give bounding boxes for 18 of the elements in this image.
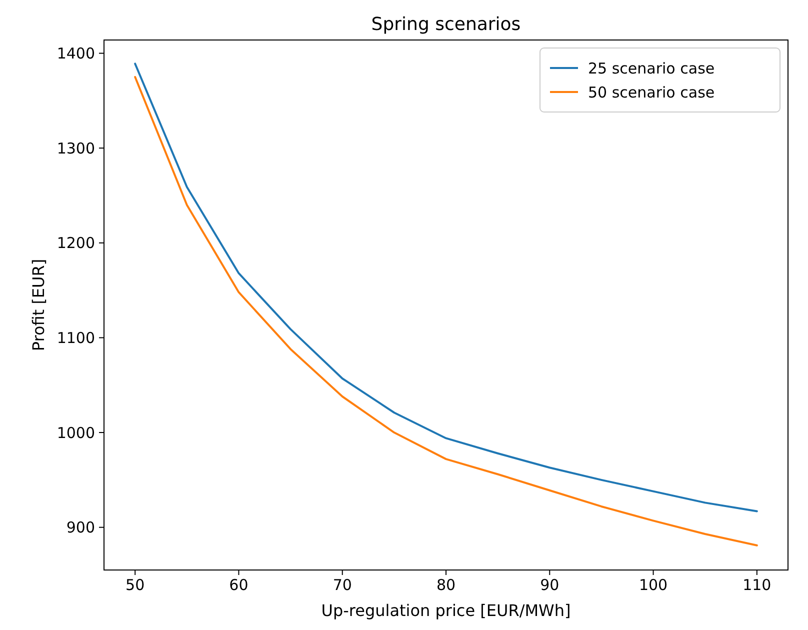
y-tick-label: 1400 <box>56 44 95 63</box>
x-tick-label: 110 <box>742 576 772 594</box>
x-tick-label: 80 <box>436 576 456 594</box>
chart-title: Spring scenarios <box>371 14 521 35</box>
legend-label: 50 scenario case <box>588 83 715 102</box>
x-axis-title: Up-regulation price [EUR/MWh] <box>321 601 571 620</box>
x-tick-label: 100 <box>638 576 668 594</box>
y-tick-label: 900 <box>66 518 95 537</box>
y-axis-title: Profit [EUR] <box>29 258 48 352</box>
y-tick-label: 1000 <box>56 424 95 442</box>
y-tick-label: 1300 <box>56 139 95 158</box>
x-tick-label: 60 <box>229 576 248 594</box>
y-tick-label: 1200 <box>56 234 95 252</box>
x-tick-label: 90 <box>540 576 560 594</box>
legend-label: 25 scenario case <box>588 59 715 78</box>
x-tick-label: 70 <box>332 576 352 594</box>
x-tick-label: 50 <box>126 576 145 594</box>
y-tick-label: 1100 <box>56 328 95 347</box>
